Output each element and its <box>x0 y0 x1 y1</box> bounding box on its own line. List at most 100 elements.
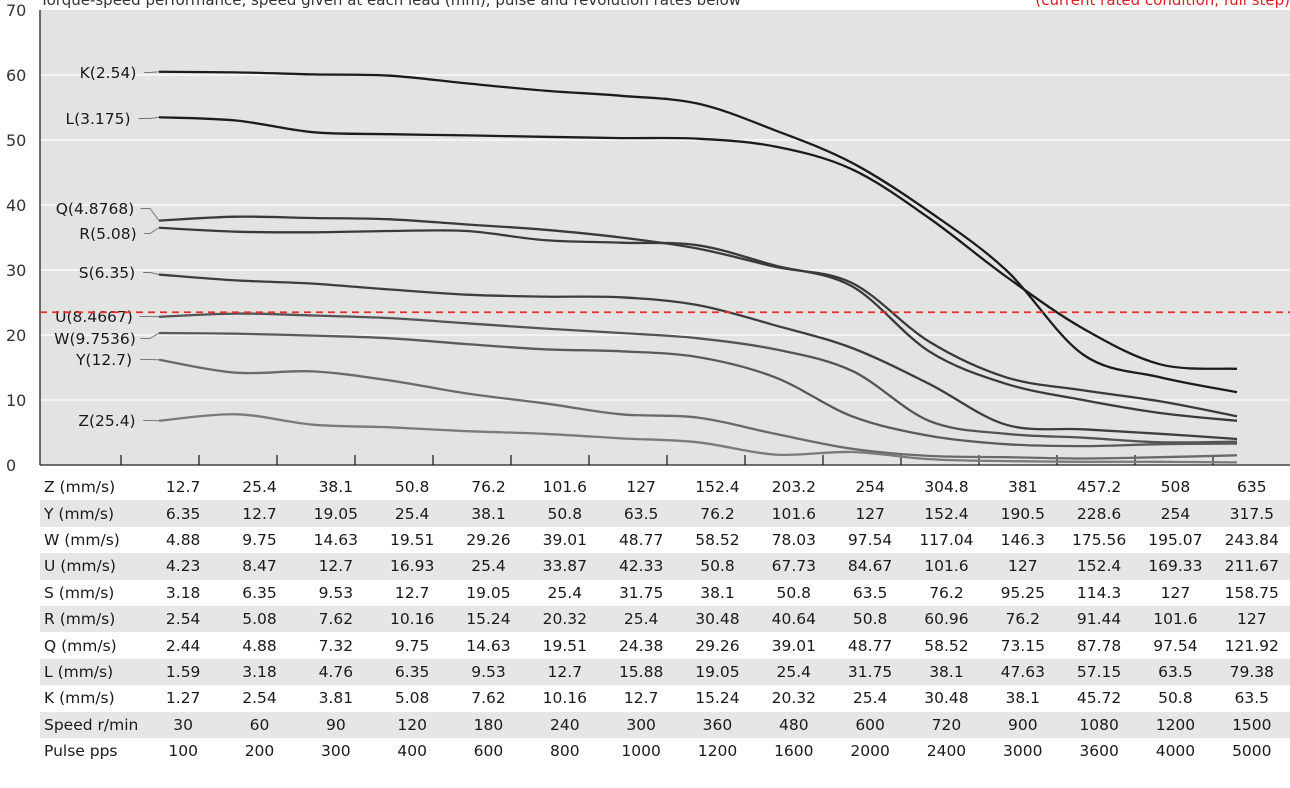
table-cell: 76.2 <box>471 478 506 497</box>
table-row: K (mm/s) 1.27 2.54 3.81 5.08 7.62 10.16 12.7 15.… <box>40 685 1290 711</box>
table-cell: 50.8 <box>1158 689 1193 708</box>
table-cell: 240 <box>526 711 603 738</box>
series-line-q <box>158 215 1238 418</box>
table-cell: 95.25 <box>1000 583 1045 602</box>
table-cell: 63.5 <box>1137 658 1214 686</box>
table-cell: 7.62 <box>297 605 374 633</box>
series-label: W(9.7536) <box>54 330 136 348</box>
series-line-r <box>158 226 1238 422</box>
table-cell: 117.04 <box>919 530 974 549</box>
table-cell: 42.33 <box>602 553 680 580</box>
table-cell: 228.6 <box>1060 500 1138 527</box>
table-cell: 25.4 <box>602 605 680 633</box>
table-cell: 30.48 <box>679 605 756 633</box>
table-cell: 15.88 <box>602 658 680 686</box>
table-cell: 1500 <box>1213 711 1290 738</box>
table-cell: 9.53 <box>450 658 527 686</box>
table-row-label: Pulse pps <box>44 742 118 761</box>
table-cell: 3.18 <box>165 583 201 602</box>
table-cell: 10.16 <box>373 605 451 633</box>
table-cell: 243.84 <box>1224 530 1279 549</box>
table-cell: 84.67 <box>831 553 909 580</box>
table-cell: 508 <box>1160 478 1191 497</box>
table-cell: 29.26 <box>695 636 740 655</box>
table-cell: 25.4 <box>242 478 277 497</box>
table-cell: 4.23 <box>145 553 222 580</box>
table-cell: 76.2 <box>984 605 1061 633</box>
table-cell: 127 <box>831 500 909 527</box>
table-cell: 91.44 <box>1060 605 1138 633</box>
y-tick-label: 30 <box>6 261 26 280</box>
table-cell: 1200 <box>1137 711 1214 738</box>
table-cell: 25.4 <box>755 658 832 686</box>
table-cell: 19.05 <box>297 500 374 527</box>
series-label: L(3.175) <box>65 110 130 128</box>
series-label: U(8.4667) <box>55 308 133 326</box>
table-cell: 800 <box>550 742 580 761</box>
table-cell: 480 <box>755 711 832 738</box>
table-cell: 76.2 <box>679 500 756 527</box>
table-cell: 39.01 <box>771 636 816 655</box>
table-cell: 3600 <box>1079 742 1119 761</box>
table-row-label: R (mm/s) <box>40 605 145 633</box>
table-row: W (mm/s) 4.88 9.75 14.63 19.51 29.26 39.01 48.7… <box>40 527 1290 553</box>
table-cell: 97.54 <box>1153 636 1198 655</box>
table-row: Z (mm/s) 12.7 25.4 38.1 50.8 76.2 101.6 127 152.… <box>40 474 1290 500</box>
table-cell: 33.87 <box>526 553 603 580</box>
leader-line <box>143 272 160 276</box>
table-cell: 12.7 <box>394 583 430 602</box>
table-cell: 67.73 <box>755 553 832 580</box>
table-cell: 203.2 <box>771 478 816 497</box>
table-cell: 14.63 <box>466 636 511 655</box>
table-cell: 19.51 <box>389 530 435 549</box>
table-cell: 175.56 <box>1071 530 1127 549</box>
table-row-label: K (mm/s) <box>44 689 115 708</box>
table-cell: 19.05 <box>466 583 511 602</box>
table-cell: 400 <box>397 742 427 761</box>
table-cell: 3000 <box>1003 742 1043 761</box>
series-line-l <box>158 116 1238 370</box>
table-cell: 6.35 <box>145 500 222 527</box>
table-cell: 30.48 <box>924 689 969 708</box>
table-cell: 1000 <box>621 742 661 761</box>
table-cell: 101.6 <box>908 553 985 580</box>
table-cell: 12.7 <box>165 478 201 497</box>
table-cell: 300 <box>321 742 351 761</box>
table-cell: 63.5 <box>602 500 680 527</box>
table-cell: 127 <box>1213 605 1290 633</box>
table-cell: 5000 <box>1232 742 1272 761</box>
leader-line <box>140 332 160 339</box>
table-cell: 10.16 <box>542 689 587 708</box>
table-cell: 5.08 <box>221 605 298 633</box>
table-cell: 48.77 <box>847 636 893 655</box>
table-cell: 48.77 <box>618 530 664 549</box>
table-cell: 457.2 <box>1076 478 1122 497</box>
table-cell: 121.92 <box>1224 636 1279 655</box>
table-cell: 50.8 <box>831 605 909 633</box>
series-line-k <box>158 70 1238 394</box>
table-cell: 19.05 <box>679 658 756 686</box>
table-cell: 6.35 <box>242 583 277 602</box>
table-cell: 4000 <box>1155 742 1196 761</box>
table-cell: 1080 <box>1060 711 1138 738</box>
y-tick-label: 70 <box>6 1 26 20</box>
table-row-label: L (mm/s) <box>40 658 145 686</box>
table-cell: 12.7 <box>623 689 659 708</box>
table-cell: 50.8 <box>776 583 812 602</box>
speed-table: Z (mm/s) 12.7 25.4 38.1 50.8 76.2 101.6 127 152.… <box>40 474 1290 764</box>
table-cell: 152.4 <box>1060 553 1138 580</box>
table-cell: 169.33 <box>1137 553 1214 580</box>
series-label: K(2.54) <box>80 64 137 82</box>
y-tick-label: 20 <box>6 326 26 345</box>
table-cell: 5.08 <box>394 689 430 708</box>
table-cell: 190.5 <box>984 500 1061 527</box>
leader-line <box>144 71 160 73</box>
table-cell: 300 <box>602 711 680 738</box>
header-note: Torque-speed performance, speed given at… <box>40 0 1290 9</box>
table-cell: 317.5 <box>1213 500 1290 527</box>
table-row-label: Q (mm/s) <box>44 636 117 655</box>
table-cell: 1600 <box>774 742 814 761</box>
header-note-right: (current rated condition, full step) <box>1035 0 1290 9</box>
table-cell: 38.1 <box>700 583 735 602</box>
table-cell: 1.59 <box>145 658 222 686</box>
